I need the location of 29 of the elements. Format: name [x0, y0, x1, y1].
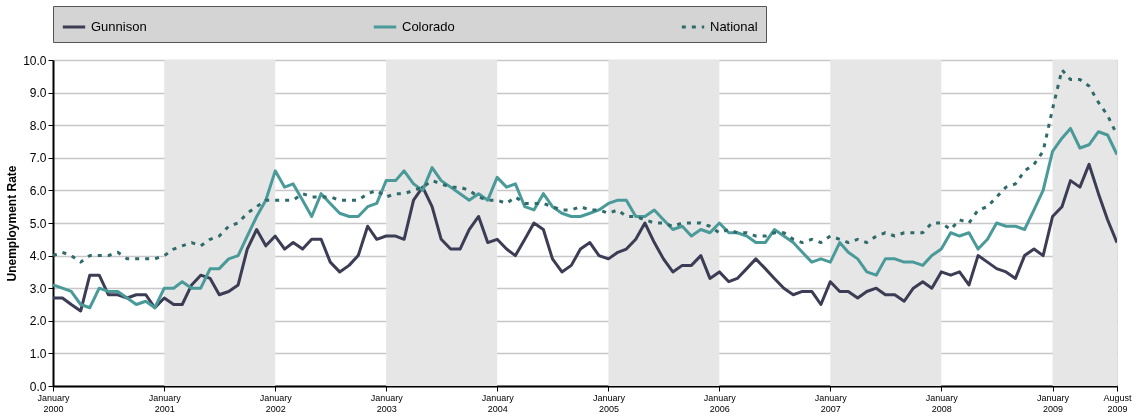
y-tick-label: 6.0	[29, 183, 47, 198]
x-tick-label: January 2005	[592, 392, 626, 414]
x-tick-label: January 2006	[703, 392, 737, 414]
x-tick-label: January 2008	[925, 392, 959, 414]
x-tick-label: January 2004	[481, 392, 515, 414]
y-tick-label: 0.0	[29, 379, 47, 394]
legend-label: National	[710, 19, 758, 34]
line-series	[53, 126, 1117, 310]
y-tick-label: 7.0	[29, 151, 47, 166]
x-tick-label: January 2009	[1037, 392, 1070, 414]
y-tick-label: 4.0	[29, 249, 47, 264]
x-tick-label: January 2002	[259, 392, 293, 414]
legend-label: Gunnison	[91, 19, 147, 34]
y-tick-label: 10.0	[23, 53, 47, 68]
x-tick-label: January 2001	[148, 392, 182, 414]
x-tick-label: January 2007	[814, 392, 848, 414]
y-axis-title: Unemployment Rate	[5, 165, 20, 282]
line-series	[53, 68, 1117, 264]
x-tick-label: August 2009	[1103, 392, 1132, 414]
y-tick-label: 1.0	[29, 346, 47, 361]
y-tick-label: 5.0	[29, 216, 47, 231]
legend-label: Colorado	[402, 19, 455, 34]
line-series	[53, 162, 1117, 313]
x-tick-label: January 2003	[370, 392, 404, 414]
y-tick-label: 8.0	[29, 118, 47, 133]
y-tick-label: 3.0	[29, 281, 47, 296]
y-tick-label: 9.0	[29, 86, 47, 101]
x-tick-label: January 2000	[37, 392, 70, 414]
y-tick-label: 2.0	[29, 314, 47, 329]
